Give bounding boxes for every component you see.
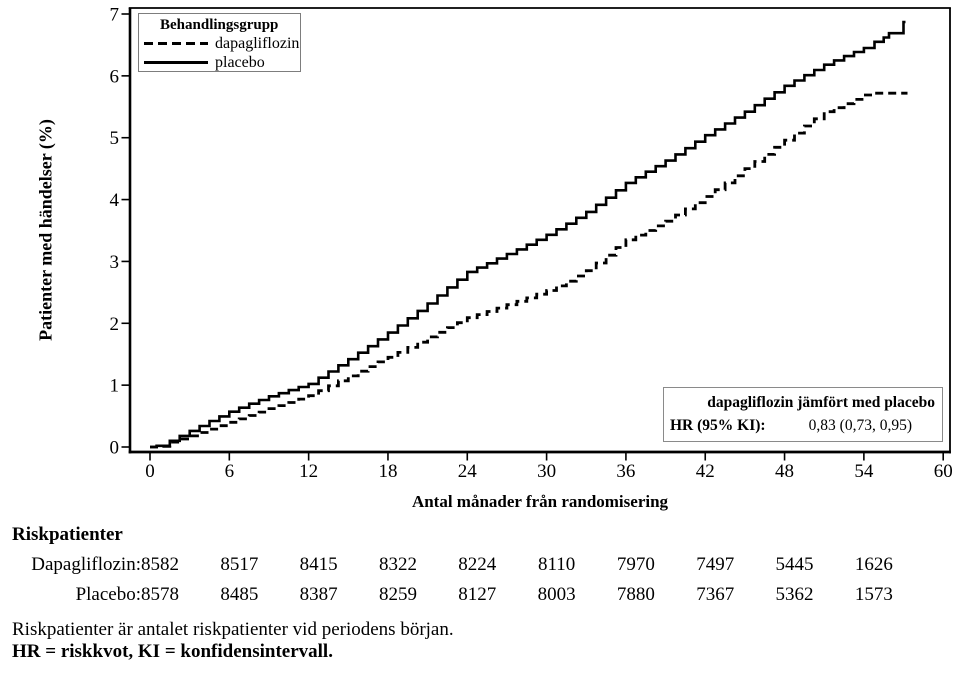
y-tick-label: 6 — [110, 66, 120, 87]
x-tick-label: 60 — [934, 461, 953, 482]
y-tick-label: 0 — [110, 438, 120, 459]
risk-value: 8582 — [141, 554, 179, 575]
risk-row-label: Dapagliflozin: — [31, 554, 141, 575]
y-tick-label: 5 — [110, 128, 120, 149]
risk-value: 1573 — [854, 584, 893, 605]
risk-value: 8387 — [299, 584, 338, 605]
y-tick-label: 4 — [110, 190, 120, 211]
footnote-2: HR = riskkvot, KI = konfidensintervall. — [12, 641, 333, 662]
risk-value: 7367 — [696, 584, 735, 605]
risk-value: 7497 — [696, 554, 735, 575]
risk-row-label: Placebo: — [75, 584, 141, 605]
x-tick-label: 30 — [537, 461, 556, 482]
risk-value: 8415 — [299, 554, 338, 575]
x-tick-label: 0 — [145, 461, 155, 482]
risk-row-dapagliflozin: Dapagliflozin: 8582 8517 8415 8322 8224 8110 79… — [0, 554, 962, 578]
risk-value: 7970 — [616, 554, 655, 575]
x-tick-label: 54 — [854, 461, 874, 482]
risk-value: 1626 — [854, 554, 893, 575]
risk-value: 8578 — [141, 584, 179, 605]
x-tick-label: 36 — [616, 461, 635, 482]
risk-value: 8485 — [220, 584, 259, 605]
risk-value: 8224 — [458, 554, 497, 575]
legend-label-dapagliflozin: dapagliflozin — [215, 34, 300, 52]
hr-label: HR (95% KI): — [670, 417, 766, 434]
risk-value: 8517 — [220, 554, 259, 575]
footnote-1: Riskpatienter är antalet riskpatienter v… — [12, 619, 454, 640]
risk-value: 8003 — [537, 584, 576, 605]
legend-box: Behandlingsgrupp dapagliflozin placebo — [138, 13, 301, 72]
y-tick-label: 7 — [110, 5, 120, 26]
risk-value: 5445 — [775, 554, 814, 575]
x-tick-label: 42 — [696, 461, 715, 482]
legend-item-dapagliflozin: dapagliflozin — [139, 34, 300, 53]
solid-line-icon — [144, 61, 208, 64]
hr-annotation-row: HR (95% KI): 0,83 (0,73, 0,95) — [664, 414, 942, 438]
x-tick-label: 18 — [378, 461, 397, 482]
y-tick-label: 1 — [110, 376, 120, 397]
y-tick-label: 2 — [110, 314, 120, 335]
x-tick-label: 12 — [299, 461, 318, 482]
legend-item-placebo: placebo — [139, 53, 300, 72]
risk-value: 8127 — [458, 584, 497, 605]
legend-title: Behandlingsgrupp — [160, 17, 279, 33]
x-tick-label: 6 — [225, 461, 235, 482]
dashed-line-icon — [144, 42, 208, 45]
hr-value: 0,83 (0,73, 0,95) — [808, 417, 912, 434]
hr-annotation-box: dapagliflozin jämfört med placebo HR (95… — [663, 387, 943, 442]
x-tick-label: 24 — [458, 461, 478, 482]
risk-table-title: Riskpatienter — [12, 524, 123, 545]
x-axis-title: Antal månader från randomisering — [411, 492, 669, 511]
risk-row-placebo: Placebo: 8578 8485 8387 8259 8127 8003 7880 7367… — [0, 584, 962, 608]
risk-value: 8110 — [537, 554, 576, 575]
risk-value: 8259 — [378, 584, 417, 605]
risk-value: 7880 — [616, 584, 655, 605]
series-placebo — [150, 20, 906, 449]
y-tick-label: 3 — [110, 252, 120, 273]
risk-value: 8322 — [378, 554, 417, 575]
x-tick-label: 48 — [775, 461, 794, 482]
risk-value: 5362 — [775, 584, 814, 605]
legend-label-placebo: placebo — [215, 53, 265, 71]
hr-annotation-title: dapagliflozin jämfört med placebo — [707, 394, 935, 411]
